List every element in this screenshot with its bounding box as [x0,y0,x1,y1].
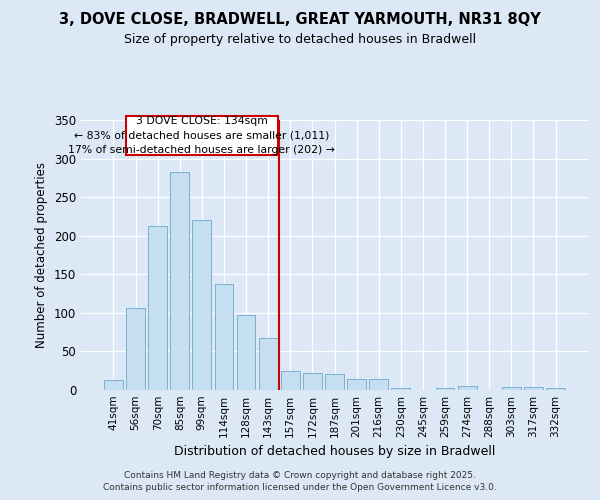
Bar [148,226,167,390]
Bar [170,172,189,390]
Bar [370,379,388,390]
Bar [546,388,565,390]
Bar [524,387,543,390]
Bar [236,315,256,390]
Bar [391,388,410,390]
Bar [281,370,299,390]
Bar [303,373,322,390]
FancyBboxPatch shape [125,116,278,154]
Y-axis label: Number of detached properties: Number of detached properties [35,162,49,348]
Bar [104,380,123,390]
Bar [347,379,366,390]
Bar [193,220,211,390]
Text: Contains HM Land Registry data © Crown copyright and database right 2025.
Contai: Contains HM Land Registry data © Crown c… [103,471,497,492]
Bar [325,374,344,390]
Text: 3, DOVE CLOSE, BRADWELL, GREAT YARMOUTH, NR31 8QY: 3, DOVE CLOSE, BRADWELL, GREAT YARMOUTH,… [59,12,541,28]
Bar [259,338,278,390]
Text: 3 DOVE CLOSE: 134sqm
← 83% of detached houses are smaller (1,011)
17% of semi-de: 3 DOVE CLOSE: 134sqm ← 83% of detached h… [68,116,335,155]
Bar [436,388,454,390]
Bar [126,308,145,390]
Bar [502,387,521,390]
Bar [458,386,476,390]
Text: Size of property relative to detached houses in Bradwell: Size of property relative to detached ho… [124,32,476,46]
Bar [215,284,233,390]
X-axis label: Distribution of detached houses by size in Bradwell: Distribution of detached houses by size … [174,446,495,458]
